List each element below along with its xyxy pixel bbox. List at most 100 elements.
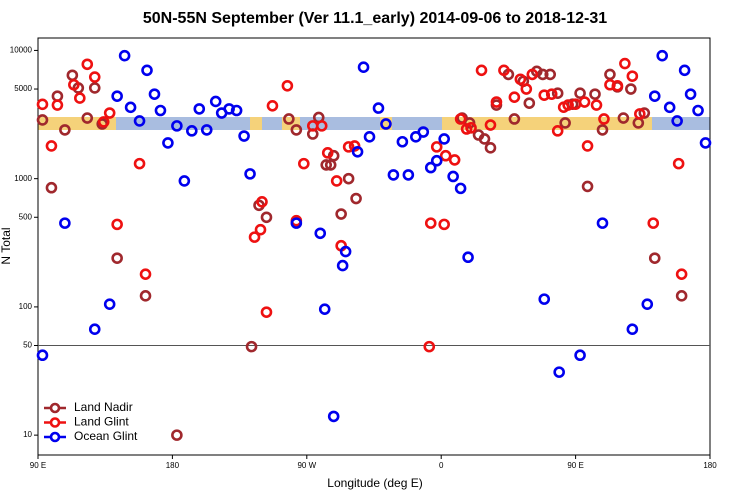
point [462, 251, 474, 264]
point [581, 140, 594, 152]
point [186, 125, 198, 137]
legend-marker [49, 402, 61, 414]
point [551, 87, 564, 99]
point [626, 70, 639, 82]
point [484, 142, 497, 154]
point [327, 410, 340, 423]
point [678, 64, 691, 77]
point [36, 98, 49, 111]
point [103, 298, 116, 310]
point [148, 88, 161, 100]
point [402, 169, 415, 181]
point [36, 349, 49, 362]
point [508, 113, 521, 125]
point [336, 259, 349, 272]
legend-marker [49, 417, 61, 428]
point [290, 124, 303, 136]
point [200, 124, 213, 136]
point [538, 293, 551, 305]
point [454, 182, 467, 195]
series [36, 57, 688, 353]
point [672, 157, 685, 170]
band-blue [262, 117, 282, 130]
x-tick-label: 90 W [297, 461, 316, 470]
x-tick-label: 180 [166, 461, 180, 470]
point [315, 120, 328, 132]
x-tick-label: 180 [703, 461, 717, 470]
point [254, 223, 267, 236]
point [598, 113, 610, 125]
point [45, 181, 58, 194]
point [260, 306, 273, 318]
point [439, 149, 452, 162]
legend-marker [49, 431, 61, 443]
point [387, 169, 400, 181]
point [178, 175, 191, 187]
point [656, 49, 669, 62]
band-blue [392, 117, 442, 130]
point [423, 340, 436, 353]
point [430, 141, 443, 153]
y-tick-label: 5000 [14, 84, 32, 93]
point [230, 104, 243, 117]
point [81, 58, 94, 71]
point [260, 211, 273, 224]
point [59, 217, 71, 229]
point [478, 133, 491, 145]
point [604, 78, 616, 91]
point [604, 68, 616, 81]
point [133, 115, 146, 127]
point [363, 131, 376, 143]
point [298, 157, 310, 170]
point [45, 140, 58, 152]
point [396, 135, 409, 148]
point [699, 137, 712, 149]
point [193, 103, 206, 115]
point [438, 133, 450, 145]
point [281, 79, 294, 92]
point [619, 57, 631, 70]
y-axis-label: N Total [0, 227, 13, 264]
point [545, 88, 558, 100]
point [68, 78, 80, 91]
point [589, 88, 601, 100]
point [36, 114, 49, 126]
point [139, 290, 152, 302]
legend-label: Land Glint [74, 415, 129, 429]
y-tick-label: 500 [19, 212, 33, 221]
point [320, 159, 333, 171]
point [238, 130, 250, 142]
point [162, 137, 174, 149]
point [339, 245, 352, 258]
point [484, 119, 497, 131]
x-tick-label: 0 [439, 461, 444, 470]
point [314, 227, 327, 240]
point [111, 252, 123, 264]
point [663, 101, 676, 114]
point [626, 323, 639, 336]
point [124, 101, 137, 114]
point [684, 88, 697, 100]
band-blue [300, 117, 380, 130]
point [209, 95, 222, 108]
point [578, 96, 591, 108]
point [351, 145, 364, 158]
point [475, 64, 488, 77]
point [675, 290, 688, 302]
point [447, 170, 459, 183]
point [641, 298, 654, 310]
point [430, 154, 443, 167]
point [357, 61, 370, 73]
x-tick-label: 90 E [30, 461, 46, 470]
point [171, 120, 183, 132]
point [154, 104, 167, 117]
series [36, 49, 712, 423]
point [244, 168, 256, 180]
point [88, 323, 101, 336]
point [424, 217, 437, 229]
point [648, 252, 661, 264]
point [171, 429, 183, 441]
point [581, 180, 594, 193]
point [318, 303, 331, 315]
